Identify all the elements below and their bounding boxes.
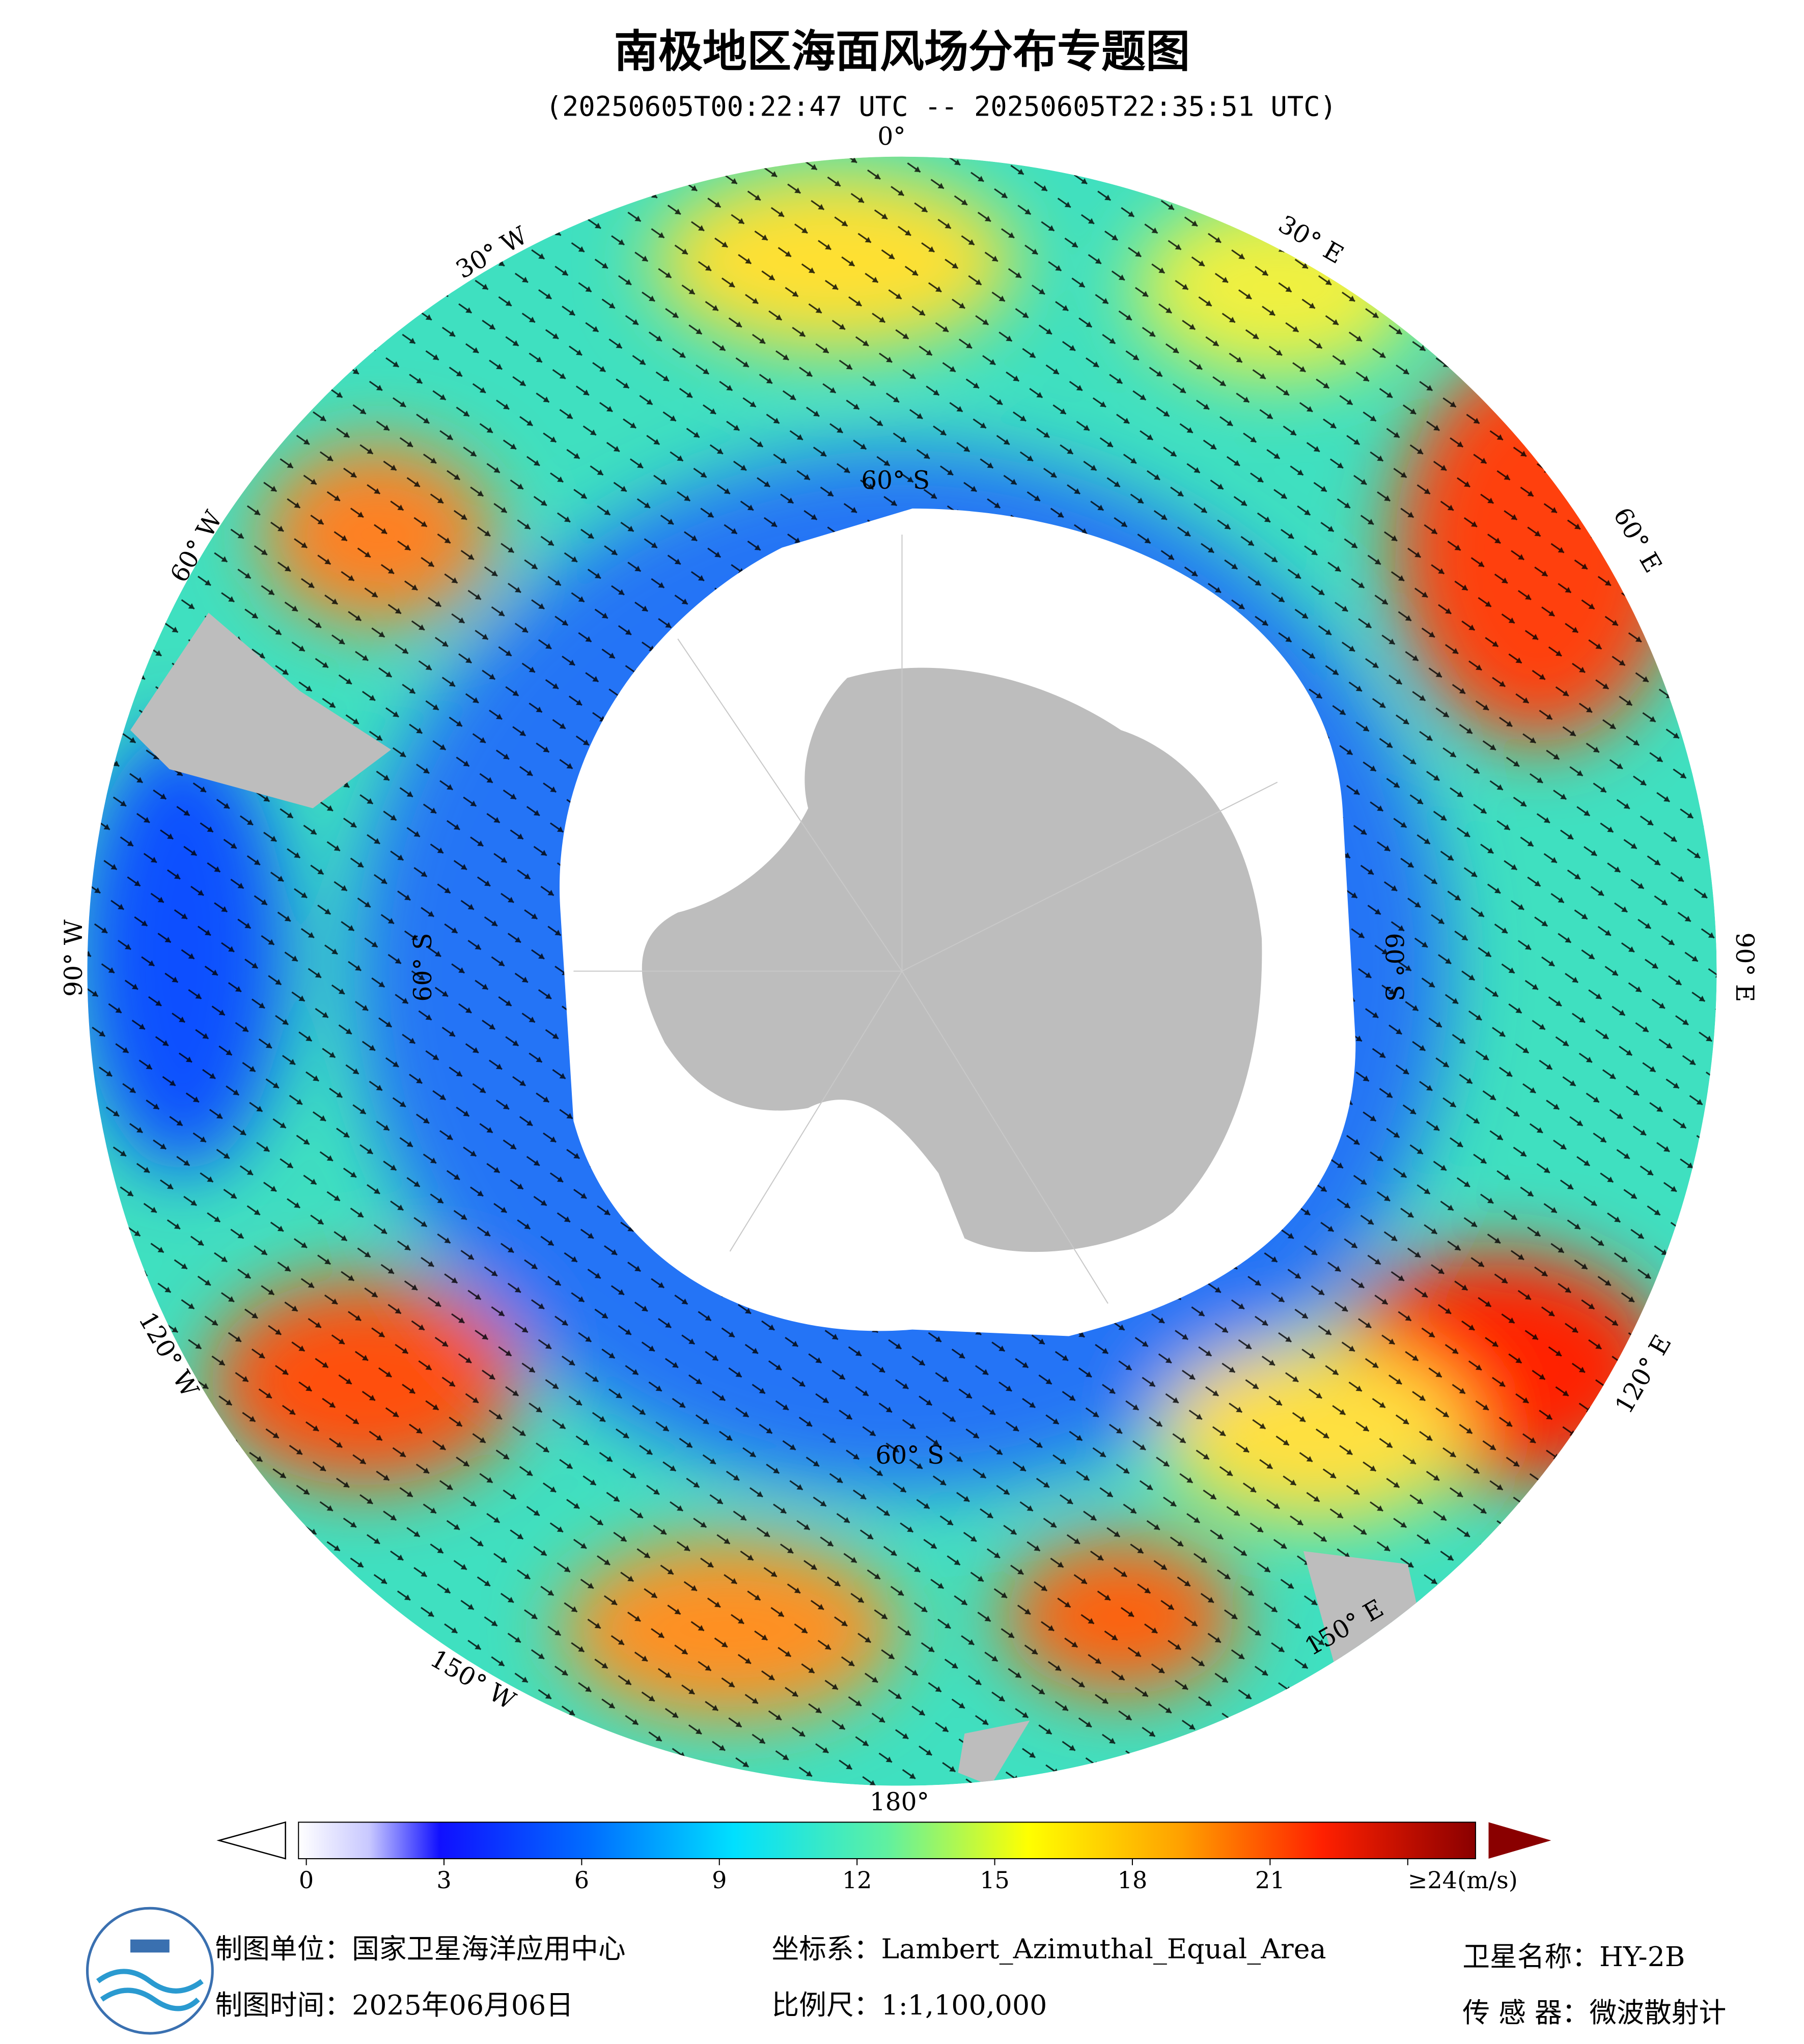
lat-label: 60° S: [875, 1441, 944, 1470]
footer-satellite: 卫星名称：HY-2B: [1462, 1941, 1685, 1973]
footer-sensor: 传 感 器：微波散射计: [1462, 1997, 1726, 2029]
graticule: [573, 535, 1278, 1304]
subtitle: (20250605T00:22:47 UTC -- 20250605T22:35…: [546, 91, 1337, 123]
antarctica: [642, 667, 1262, 1252]
logo: [86, 1907, 214, 2035]
colorbar-tick-label: 21: [1255, 1866, 1285, 1894]
colorbar-tick-label: 15: [980, 1866, 1010, 1894]
lat-label: 60° S: [1380, 933, 1408, 1001]
colorbar-over: [1488, 1822, 1551, 1859]
lat-label: 60° S: [861, 466, 930, 495]
footer: 制图单位：国家卫星海洋应用中心 制图时间：2025年06月06日 坐标系：Lam…: [215, 1933, 1726, 2029]
colorbar-tick-label: 12: [842, 1866, 872, 1894]
colorbar-under: [216, 1821, 286, 1860]
lat-label: 60° S: [409, 933, 437, 1001]
lon-label: 60° E: [1607, 503, 1667, 578]
colorbar-tick-label: 9: [712, 1866, 727, 1894]
lon-label: 0°: [877, 122, 905, 151]
footer-date: 制图时间：2025年06月06日: [215, 1989, 573, 2021]
colorbar-tick-label: 3: [436, 1866, 451, 1894]
colorbar-tick-label: ≥24(m/s): [1408, 1866, 1518, 1894]
lon-label: 90° W: [60, 919, 88, 997]
footer-scale: 比例尺：1:1,100,000: [772, 1989, 1047, 2021]
footer-crs: 坐标系：Lambert_Azimuthal_Equal_Area: [772, 1933, 1326, 1965]
new-zealand: [958, 1720, 1030, 1786]
south-america: [130, 612, 391, 808]
colorbar-tick-label: 6: [574, 1866, 589, 1894]
colorbar-tick-label: 18: [1118, 1866, 1148, 1894]
footer-unit: 制图单位：国家卫星海洋应用中心: [215, 1933, 625, 1965]
title: 南极地区海面风场分布专题图: [614, 25, 1190, 77]
colorbar-bar: [298, 1822, 1476, 1860]
colorbar-ticks: 0 3 6 9 12 15 18 21 ≥24(m/s): [299, 1859, 1518, 1894]
lon-label: 90° E: [1730, 932, 1759, 1002]
lat-labels: 60° S 60° S 60° S 60° S: [409, 466, 1408, 1470]
colorbar-tick-label: 0: [299, 1866, 314, 1894]
lon-label: 180°: [870, 1788, 929, 1816]
colorbar: 0 3 6 9 12 15 18 21 ≥24(m/s): [216, 1821, 1551, 1894]
